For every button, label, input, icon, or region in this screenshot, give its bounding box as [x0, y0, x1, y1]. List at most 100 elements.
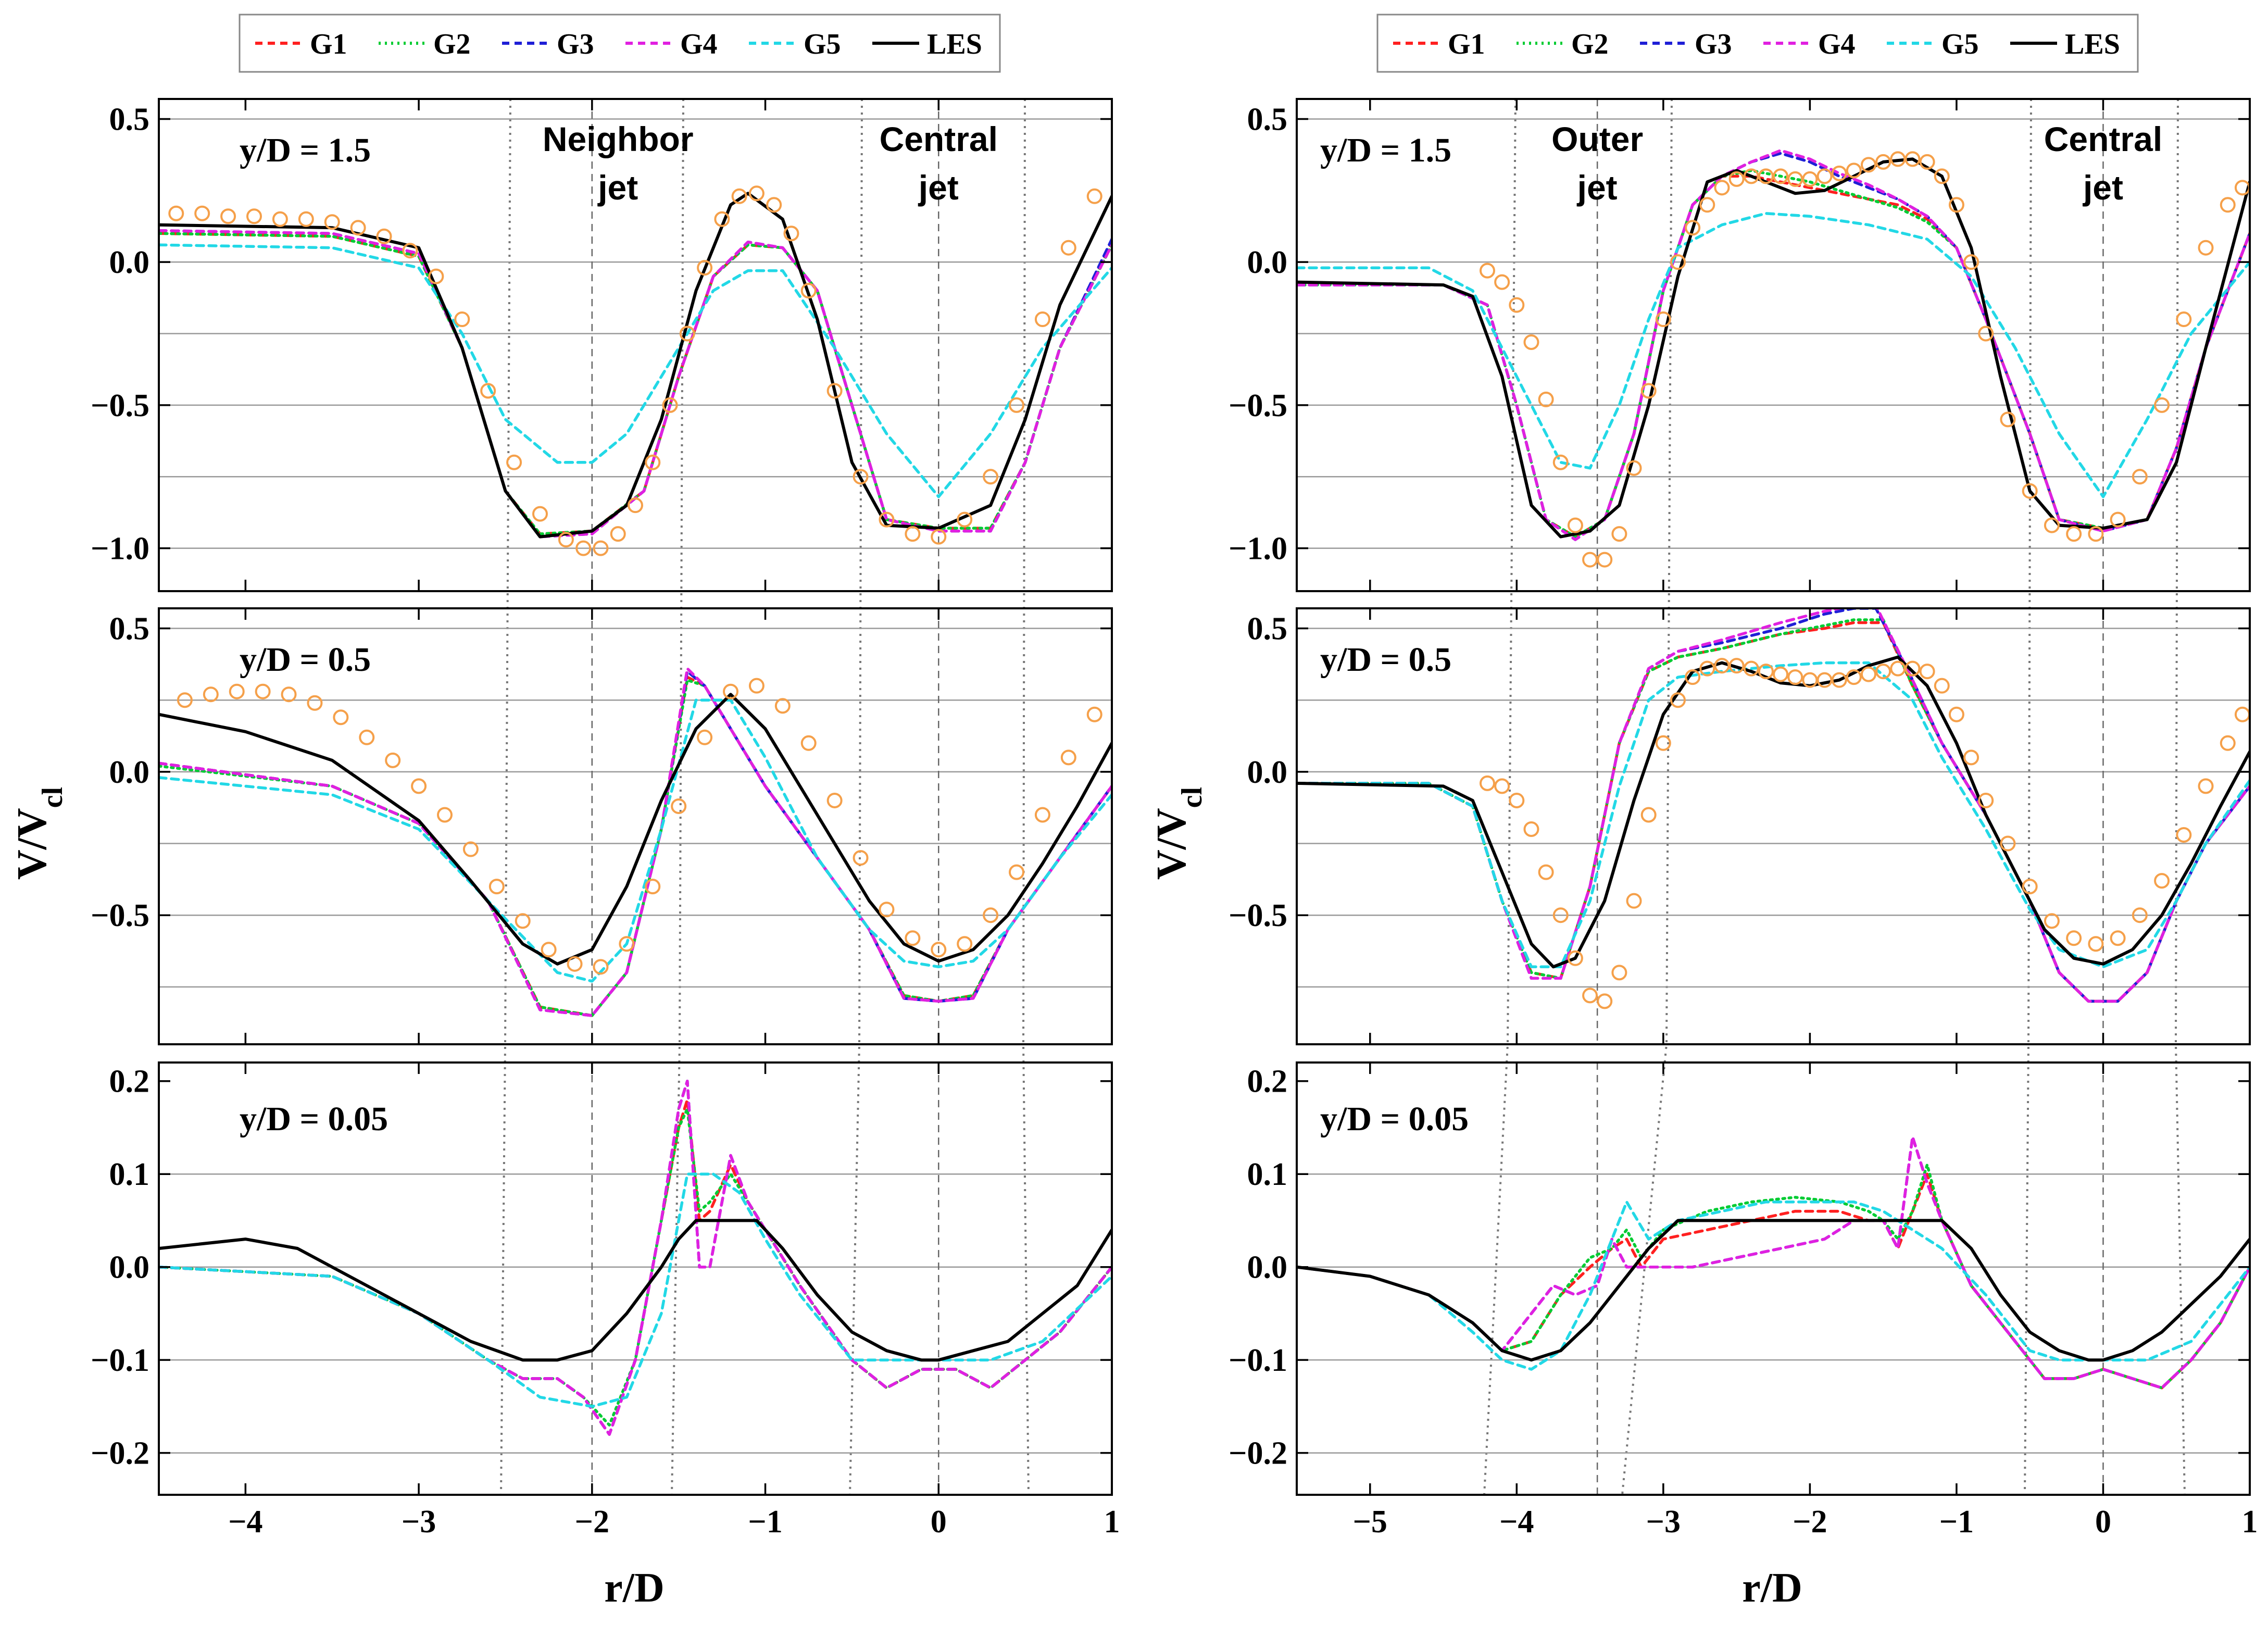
legend-label-g5: G5	[804, 28, 841, 60]
y-tick-label: 0.5	[1247, 102, 1288, 137]
exp-point	[826, 383, 843, 399]
x-tick-label: 1	[1104, 1504, 1120, 1540]
exp-point	[931, 942, 947, 958]
nozzle-edge-guide	[671, 98, 684, 1495]
panel-annotation: y/D = 0.5	[240, 641, 371, 679]
exp-point	[1904, 151, 1921, 167]
exp-point	[168, 205, 184, 221]
series-exp-markers	[177, 678, 1102, 975]
exp-point	[1773, 168, 1789, 184]
exp-point	[1582, 988, 1598, 1004]
exp-point	[1948, 197, 1964, 213]
series-line-g2	[1297, 169, 2250, 539]
exp-point	[1597, 993, 1613, 1009]
panel-annotation: y/D = 0.05	[240, 1100, 388, 1138]
series-line-les	[1297, 157, 2250, 539]
x-tick-label: −4	[1499, 1504, 1534, 1540]
panel-frame	[158, 1061, 1113, 1496]
y-tick-label: 0.1	[1247, 1157, 1288, 1192]
y-tick-label: 0.5	[109, 102, 150, 137]
series-line-g1	[1297, 1172, 2250, 1390]
panel-frame	[158, 98, 1113, 592]
exp-point	[298, 211, 314, 227]
series-exp-markers	[168, 185, 1102, 556]
exp-point	[1060, 240, 1076, 256]
exp-point	[1480, 262, 1495, 279]
exp-point	[1846, 162, 1862, 179]
exp-point	[2234, 706, 2250, 722]
exp-point	[1743, 660, 1759, 677]
exp-point	[229, 683, 245, 699]
x-tick-label: −3	[1646, 1504, 1681, 1540]
exp-point	[766, 197, 782, 213]
nozzle-edge-guide	[1483, 98, 1517, 1495]
jet-label-line2: jet	[597, 168, 638, 207]
plot-area	[159, 667, 1112, 1017]
series-line-les	[1297, 655, 2250, 969]
series-line-g1	[159, 676, 1112, 1017]
exp-point	[1948, 706, 1964, 722]
exp-point	[1480, 775, 1495, 791]
exp-point	[800, 283, 817, 299]
legend-label-les: LES	[2065, 28, 2120, 60]
exp-point	[515, 913, 531, 929]
exp-point	[748, 185, 765, 202]
exp-point	[697, 260, 713, 276]
exp-point	[2088, 526, 2104, 542]
legend-label-g5: G5	[1941, 28, 1979, 60]
panel-frame	[158, 607, 1113, 1045]
x-tick-label: −2	[575, 1504, 609, 1540]
nozzle-edge-guide	[500, 98, 511, 1495]
y-tick-label: −0.5	[1229, 898, 1287, 933]
jet-label-line1: Outer	[1551, 120, 1643, 158]
exp-point	[1538, 391, 1554, 407]
x-tick-label: −4	[228, 1504, 262, 1540]
exp-point	[662, 397, 678, 413]
panel-frame	[1296, 607, 2251, 1045]
x-tick-label: 1	[2242, 1504, 2258, 1540]
exp-point	[1552, 907, 1569, 923]
exp-point	[2132, 907, 2148, 923]
exp-point	[671, 798, 687, 814]
exp-point	[1523, 821, 1539, 838]
exp-point	[1728, 171, 1745, 187]
exp-point	[1538, 864, 1554, 880]
exp-point	[246, 208, 262, 224]
panel-annotation: y/D = 1.5	[240, 131, 371, 169]
series-line-g5	[159, 243, 1112, 498]
exp-point	[931, 529, 947, 545]
x-tick-label: 0	[931, 1504, 947, 1540]
series-line-g1	[1297, 174, 2250, 539]
exp-point	[1626, 460, 1642, 476]
exp-point	[454, 311, 470, 328]
exp-point	[281, 686, 297, 703]
exp-point	[1743, 168, 1759, 184]
exp-point	[437, 807, 453, 823]
y-tick-label: −0.5	[1229, 388, 1287, 423]
exp-point	[203, 686, 219, 703]
exp-point	[1494, 778, 1510, 794]
nozzle-edge-guide	[2174, 98, 2186, 1495]
panel-right-1: −0.5 0.0 0.5 y/D = 0.5	[1229, 607, 2251, 1045]
y-tick-label: 0.0	[109, 1250, 150, 1285]
exp-point	[1890, 660, 1906, 677]
exp-point	[2110, 930, 2126, 946]
exp-point	[1509, 297, 1525, 313]
exp-point	[1597, 552, 1613, 568]
legend-label-g3: G3	[557, 28, 594, 60]
exp-point	[2044, 517, 2060, 533]
exp-point	[1611, 965, 1627, 981]
exp-point	[177, 692, 193, 708]
exp-point	[1009, 397, 1024, 413]
exp-point	[2154, 397, 2170, 413]
x-tick-label: 0	[2095, 1504, 2111, 1540]
exp-point	[593, 540, 609, 556]
exp-point	[1699, 660, 1715, 677]
plot-area	[159, 185, 1112, 556]
exp-point	[1919, 664, 1935, 680]
series-line-g3	[159, 229, 1112, 539]
panel-annotation: y/D = 0.05	[1320, 1100, 1469, 1138]
series-line-g2	[1297, 618, 2250, 1003]
y-tick-label: −0.1	[1229, 1343, 1287, 1378]
